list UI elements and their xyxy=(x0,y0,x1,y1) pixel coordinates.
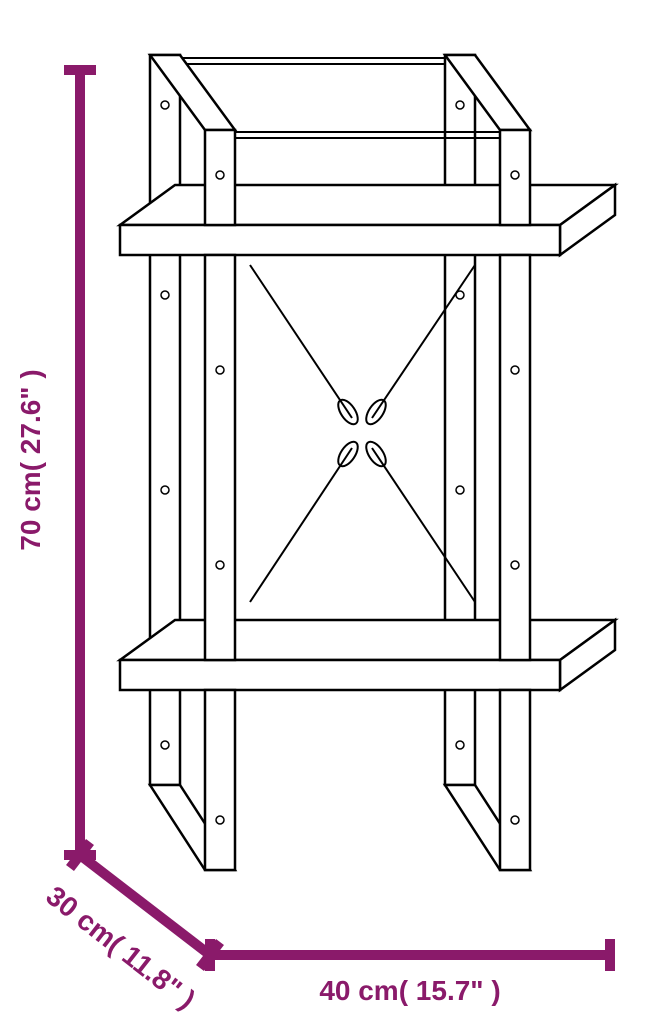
x-brace xyxy=(250,265,475,602)
width-label: 40 cm( 15.7" ) xyxy=(319,975,500,1006)
bottom-shelf xyxy=(120,620,615,690)
dimension-height: 70 cm( 27.6" ) xyxy=(15,70,96,855)
diagram-canvas: 70 cm( 27.6" ) 30 cm( 11.8" ) 40 cm( 15.… xyxy=(0,0,645,1013)
height-label: 70 cm( 27.6" ) xyxy=(15,369,46,550)
dimension-depth: 30 cm( 11.8" ) xyxy=(40,842,220,1013)
top-back-bar xyxy=(180,58,445,64)
dimension-width: 40 cm( 15.7" ) xyxy=(210,939,610,1006)
top-shelf xyxy=(120,185,615,255)
shelf-unit-drawing xyxy=(120,55,615,870)
depth-label: 30 cm( 11.8" ) xyxy=(40,880,201,1013)
